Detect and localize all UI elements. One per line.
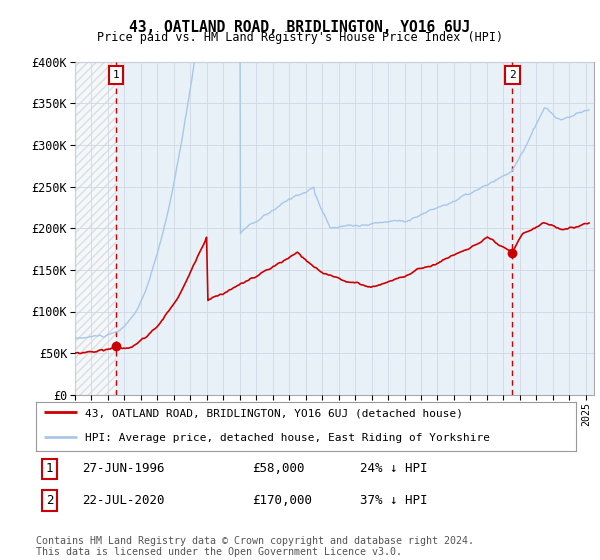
Text: 1: 1	[46, 463, 53, 475]
Text: 43, OATLAND ROAD, BRIDLINGTON, YO16 6UJ (detached house): 43, OATLAND ROAD, BRIDLINGTON, YO16 6UJ …	[85, 409, 463, 419]
Text: HPI: Average price, detached house, East Riding of Yorkshire: HPI: Average price, detached house, East…	[85, 433, 490, 444]
Text: 43, OATLAND ROAD, BRIDLINGTON, YO16 6UJ: 43, OATLAND ROAD, BRIDLINGTON, YO16 6UJ	[130, 20, 470, 35]
Text: 37% ↓ HPI: 37% ↓ HPI	[360, 494, 427, 507]
Text: 27-JUN-1996: 27-JUN-1996	[82, 463, 164, 475]
Text: 22-JUL-2020: 22-JUL-2020	[82, 494, 164, 507]
Text: £170,000: £170,000	[252, 494, 312, 507]
Text: Contains HM Land Registry data © Crown copyright and database right 2024.
This d: Contains HM Land Registry data © Crown c…	[36, 535, 474, 557]
Text: 24% ↓ HPI: 24% ↓ HPI	[360, 463, 427, 475]
Text: 2: 2	[509, 70, 516, 80]
Text: 2: 2	[46, 494, 53, 507]
Text: Price paid vs. HM Land Registry's House Price Index (HPI): Price paid vs. HM Land Registry's House …	[97, 31, 503, 44]
Text: £58,000: £58,000	[252, 463, 305, 475]
Text: 1: 1	[113, 70, 119, 80]
